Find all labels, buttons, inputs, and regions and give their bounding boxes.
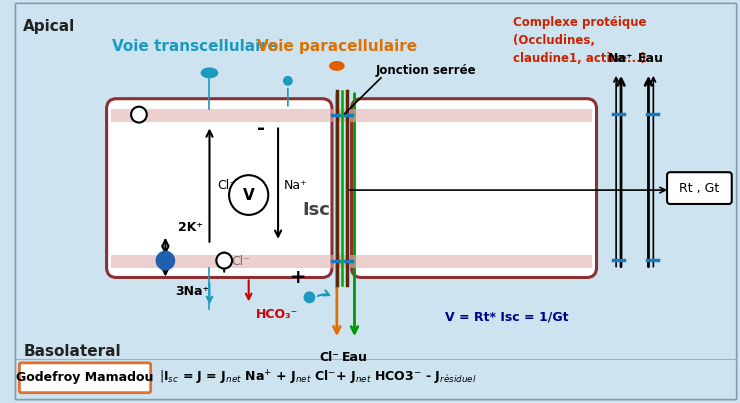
Text: HCO₃⁻: HCO₃⁻ xyxy=(255,308,297,321)
Text: Isc: Isc xyxy=(303,201,331,219)
Ellipse shape xyxy=(329,61,345,71)
Text: V = Rt* Isc = 1/Gt: V = Rt* Isc = 1/Gt xyxy=(445,311,568,324)
Text: -: - xyxy=(258,119,266,138)
Text: Godefroy Mamadou: Godefroy Mamadou xyxy=(16,371,154,384)
Circle shape xyxy=(283,76,293,86)
Text: Voie transcellulaire: Voie transcellulaire xyxy=(112,39,278,54)
Text: Cl⁻: Cl⁻ xyxy=(218,179,236,191)
Circle shape xyxy=(303,291,315,303)
Text: Apical: Apical xyxy=(23,19,75,34)
FancyBboxPatch shape xyxy=(667,172,732,204)
Text: Voie paracellulaire: Voie paracellulaire xyxy=(257,39,417,54)
Text: 3Na⁺: 3Na⁺ xyxy=(175,285,209,298)
Text: Na⁺: Na⁺ xyxy=(284,179,308,191)
Text: Complexe protéique
(Occludines,
claudine1, actine...): Complexe protéique (Occludines, claudine… xyxy=(514,16,647,65)
Text: Eau: Eau xyxy=(637,52,663,65)
Text: V: V xyxy=(243,187,255,203)
Circle shape xyxy=(229,175,269,215)
Text: Eau: Eau xyxy=(342,351,368,364)
Text: 2K⁺: 2K⁺ xyxy=(178,221,203,234)
Text: Basolateral: Basolateral xyxy=(23,344,121,359)
Circle shape xyxy=(131,107,147,123)
Text: $|$I$_{sc}$ = J = J$_{net}$ Na$^{+}$ + J$_{net}$ Cl$^{-}$+ J$_{net}$ HCO3$^{-}$ : $|$I$_{sc}$ = J = J$_{net}$ Na$^{+}$ + J… xyxy=(158,369,476,387)
Bar xyxy=(112,109,591,122)
Circle shape xyxy=(155,251,175,270)
Bar xyxy=(112,255,591,268)
Bar xyxy=(112,255,591,268)
FancyBboxPatch shape xyxy=(107,99,332,278)
Text: Cl⁻: Cl⁻ xyxy=(231,255,250,268)
Bar xyxy=(112,109,591,122)
Text: Na⁺: Na⁺ xyxy=(608,52,633,65)
FancyBboxPatch shape xyxy=(352,99,596,278)
Text: Cl⁻: Cl⁻ xyxy=(319,351,339,364)
Circle shape xyxy=(216,253,232,268)
Ellipse shape xyxy=(201,67,218,78)
Text: Rt , Gt: Rt , Gt xyxy=(679,182,719,195)
FancyBboxPatch shape xyxy=(19,363,151,393)
FancyBboxPatch shape xyxy=(16,3,736,400)
Text: +: + xyxy=(289,268,306,287)
Text: Jonction serrée: Jonction serrée xyxy=(376,64,477,77)
